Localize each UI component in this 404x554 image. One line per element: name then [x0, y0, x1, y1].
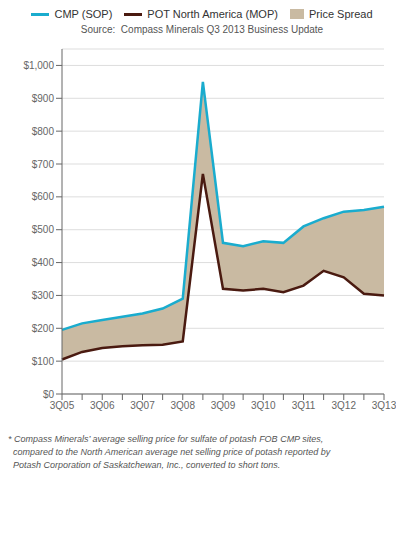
html-text:Price Spread: Price Spread [308, 8, 373, 20]
svg-text:3Q11: 3Q11 [292, 400, 316, 411]
html-text:compared to the North American: compared to the North American average n… [8, 447, 331, 457]
svg-text:3Q06: 3Q06 [90, 400, 115, 411]
svg-text:3Q05: 3Q05 [50, 400, 75, 411]
html-text:* Compass Minerals’ average se: * Compass Minerals’ average selling pric… [8, 434, 324, 444]
svg-text:3Q10: 3Q10 [251, 400, 276, 411]
svg-text:$200: $200 [32, 323, 55, 334]
svg-text:3Q09: 3Q09 [211, 400, 236, 411]
svg-text:$100: $100 [32, 356, 55, 367]
html-text:POT North America (MOP): POT North America (MOP) [147, 8, 278, 20]
svg-text:3Q07: 3Q07 [130, 400, 155, 411]
svg-text:$0: $0 [43, 389, 55, 400]
html-text:CMP (SOP): CMP (SOP) [54, 8, 113, 20]
svg-text:$900: $900 [32, 93, 55, 104]
svg-text:$800: $800 [32, 126, 55, 137]
svg-text:$400: $400 [32, 257, 55, 268]
svg-text:$300: $300 [32, 290, 55, 301]
html-text:Source: Compass Minerals Q3 20: Source: Compass Minerals Q3 2013 Busines… [80, 24, 324, 35]
svg-text:$500: $500 [32, 224, 55, 235]
svg-text:3Q13: 3Q13 [372, 400, 396, 411]
html-text:Potash Corporation of Saskatch: Potash Corporation of Saskatchewan, Inc.… [8, 460, 281, 470]
svg-text:3Q12: 3Q12 [332, 400, 357, 411]
svg-text:3Q08: 3Q08 [171, 400, 196, 411]
svg-text:$1,000: $1,000 [23, 60, 54, 71]
svg-text:$600: $600 [32, 191, 55, 202]
svg-text:$700: $700 [32, 159, 55, 170]
